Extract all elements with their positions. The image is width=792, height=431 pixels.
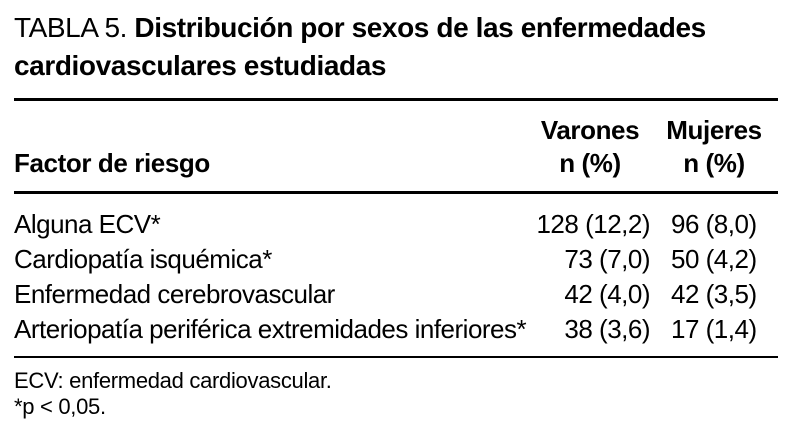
row-mujeres-value: 42 (3,5) xyxy=(671,279,757,309)
header-rule xyxy=(14,191,778,194)
table-row: Cardiopatía isquémica* 73 (7,0) 50 (4,2) xyxy=(14,242,778,277)
top-rule xyxy=(14,98,778,101)
table-body: Alguna ECV* 128 (12,2) 96 (8,0) Cardiopa… xyxy=(14,194,778,356)
row-varones-value: 73 (7,0) xyxy=(564,244,650,274)
table-row: Enfermedad cerebrovascular 42 (4,0) 42 (… xyxy=(14,277,778,312)
row-mujeres-value: 17 (1,4) xyxy=(671,314,757,344)
table-footnotes: ECV: enfermedad cardiovascular. *p < 0,0… xyxy=(14,358,778,420)
table-row: Alguna ECV* 128 (12,2) 96 (8,0) xyxy=(14,207,778,242)
table-title-text: Distribución por sexos de las enfermedad… xyxy=(14,12,706,81)
column-header-mujeres: Mujeres n (%) xyxy=(650,114,778,180)
row-factor-label: Cardiopatía isquémica* xyxy=(14,244,272,274)
table-row: Arteriopatía periférica extremidades inf… xyxy=(14,312,778,347)
table-number-label: TABLA 5. xyxy=(14,12,135,43)
column-header-mujeres-unit: n (%) xyxy=(683,148,745,178)
table-header-row: Factor de riesgo Varones n (%) Mujeres n… xyxy=(14,101,778,191)
row-factor-label: Enfermedad cerebrovascular xyxy=(14,279,335,309)
row-factor-label: Arteriopatía periférica extremidades inf… xyxy=(14,314,527,344)
column-header-factor: Factor de riesgo xyxy=(14,148,210,178)
column-header-varones-unit: n (%) xyxy=(559,148,621,178)
footnote-abbreviation: ECV: enfermedad cardiovascular. xyxy=(14,368,332,393)
column-header-varones: Varones n (%) xyxy=(530,114,650,180)
column-header-mujeres-name: Mujeres xyxy=(666,115,762,145)
row-varones-value: 128 (12,2) xyxy=(536,209,650,239)
footnote-significance: *p < 0,05. xyxy=(14,394,106,419)
bottom-rule xyxy=(14,356,778,358)
row-factor-label: Alguna ECV* xyxy=(14,209,161,239)
row-varones-value: 42 (4,0) xyxy=(564,279,650,309)
row-mujeres-value: 50 (4,2) xyxy=(671,244,757,274)
table-title: TABLA 5. Distribución por sexos de las e… xyxy=(14,9,778,85)
row-varones-value: 38 (3,6) xyxy=(564,314,650,344)
column-header-varones-name: Varones xyxy=(540,115,640,145)
row-mujeres-value: 96 (8,0) xyxy=(671,209,757,239)
